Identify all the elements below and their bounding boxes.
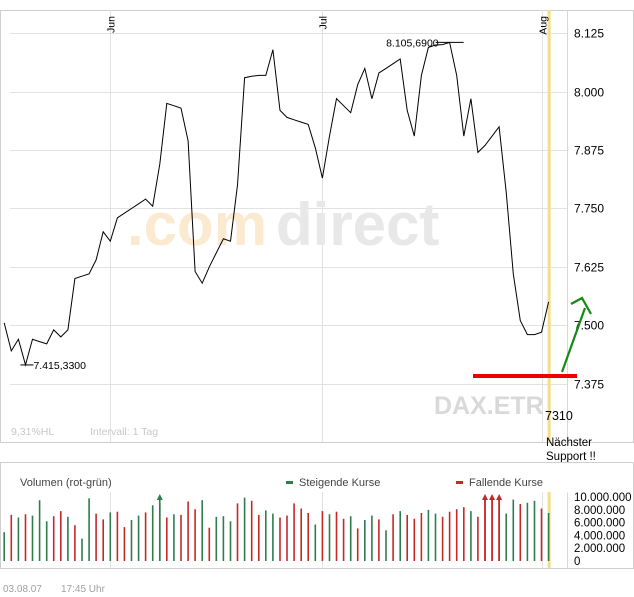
volume-overflow-arrow	[489, 494, 496, 500]
volume-tick-label: 10.000.000	[574, 492, 632, 504]
volume-overflow-arrows	[156, 494, 503, 561]
horizontal-gridlines	[10, 33, 567, 385]
legend-up-swatch	[286, 481, 293, 484]
support-note-line2: Support !!	[546, 451, 596, 463]
price-panel-frame	[0, 10, 634, 443]
footer-date: 03.08.07	[3, 584, 42, 595]
y-tick-label: 8.000	[574, 86, 604, 100]
support-value-label: 7310	[545, 409, 573, 423]
high-label: 8.105,6900	[386, 37, 439, 49]
month-label: Aug	[538, 16, 550, 35]
y-tick-label: 7.375	[574, 378, 604, 392]
month-label: Jul	[318, 16, 330, 29]
low-label: 7.415,3300	[33, 360, 86, 372]
interval-label: Intervall: 1 Tag	[90, 426, 158, 438]
month-label: Jun	[106, 16, 118, 33]
y-tick-label: 7.875	[574, 144, 604, 158]
volume-overflow-arrow	[481, 494, 488, 500]
today-marker	[547, 10, 551, 442]
y-tick-label: 7.750	[574, 202, 604, 216]
hl-percentage: 9,31%HL	[11, 426, 54, 438]
volume-overflow-arrow	[496, 494, 503, 500]
watermark-direct: direct	[276, 191, 439, 258]
volume-bars	[3, 497, 550, 561]
volume-tick-label: 0	[574, 556, 580, 568]
month-labels: Jun Jul Aug	[106, 16, 550, 35]
volume-tick-label: 2.000.000	[574, 543, 625, 555]
legend-up-label: Steigende Kurse	[299, 477, 380, 489]
watermark: .com direct DAX.ETR	[127, 191, 544, 420]
footer-time: 17:45 Uhr	[61, 584, 106, 595]
watermark-symbol: DAX.ETR	[434, 392, 544, 420]
volume-overflow-arrow	[156, 494, 163, 500]
trend-arrow-shaft	[560, 307, 587, 373]
y-tick-label: 7.500	[574, 319, 604, 333]
y-tick-label: 8.125	[574, 27, 604, 41]
support-note-line1: Nächster	[546, 437, 592, 449]
volume-tick-label: 6.000.000	[574, 518, 625, 530]
volume-axis-labels: 10.000.0008.000.0006.000.0004.000.0002.0…	[574, 492, 632, 568]
price-axis-labels: 8.125 8.000 7.875 7.750 7.625 7.500 7.375	[574, 27, 604, 392]
volume-title: Volumen (rot-grün)	[20, 477, 112, 489]
price-panel: .com direct DAX.ETR Jun Jul Aug 8.125 8.000…	[0, 10, 634, 443]
legend-down-label: Fallende Kurse	[469, 477, 543, 489]
volume-panel: Volumen (rot-grün) Steigende Kurse Falle…	[0, 462, 634, 569]
vertical-gridlines	[110, 10, 543, 442]
legend-down-swatch	[456, 481, 463, 484]
watermark-com: .com	[127, 191, 267, 258]
price-line-series	[3, 41, 550, 367]
volume-tick-label: 4.000.000	[574, 530, 625, 542]
y-tick-label: 7.625	[574, 261, 604, 275]
volume-tick-label: 8.000.000	[574, 505, 625, 517]
trend-arrow-head	[570, 296, 592, 315]
